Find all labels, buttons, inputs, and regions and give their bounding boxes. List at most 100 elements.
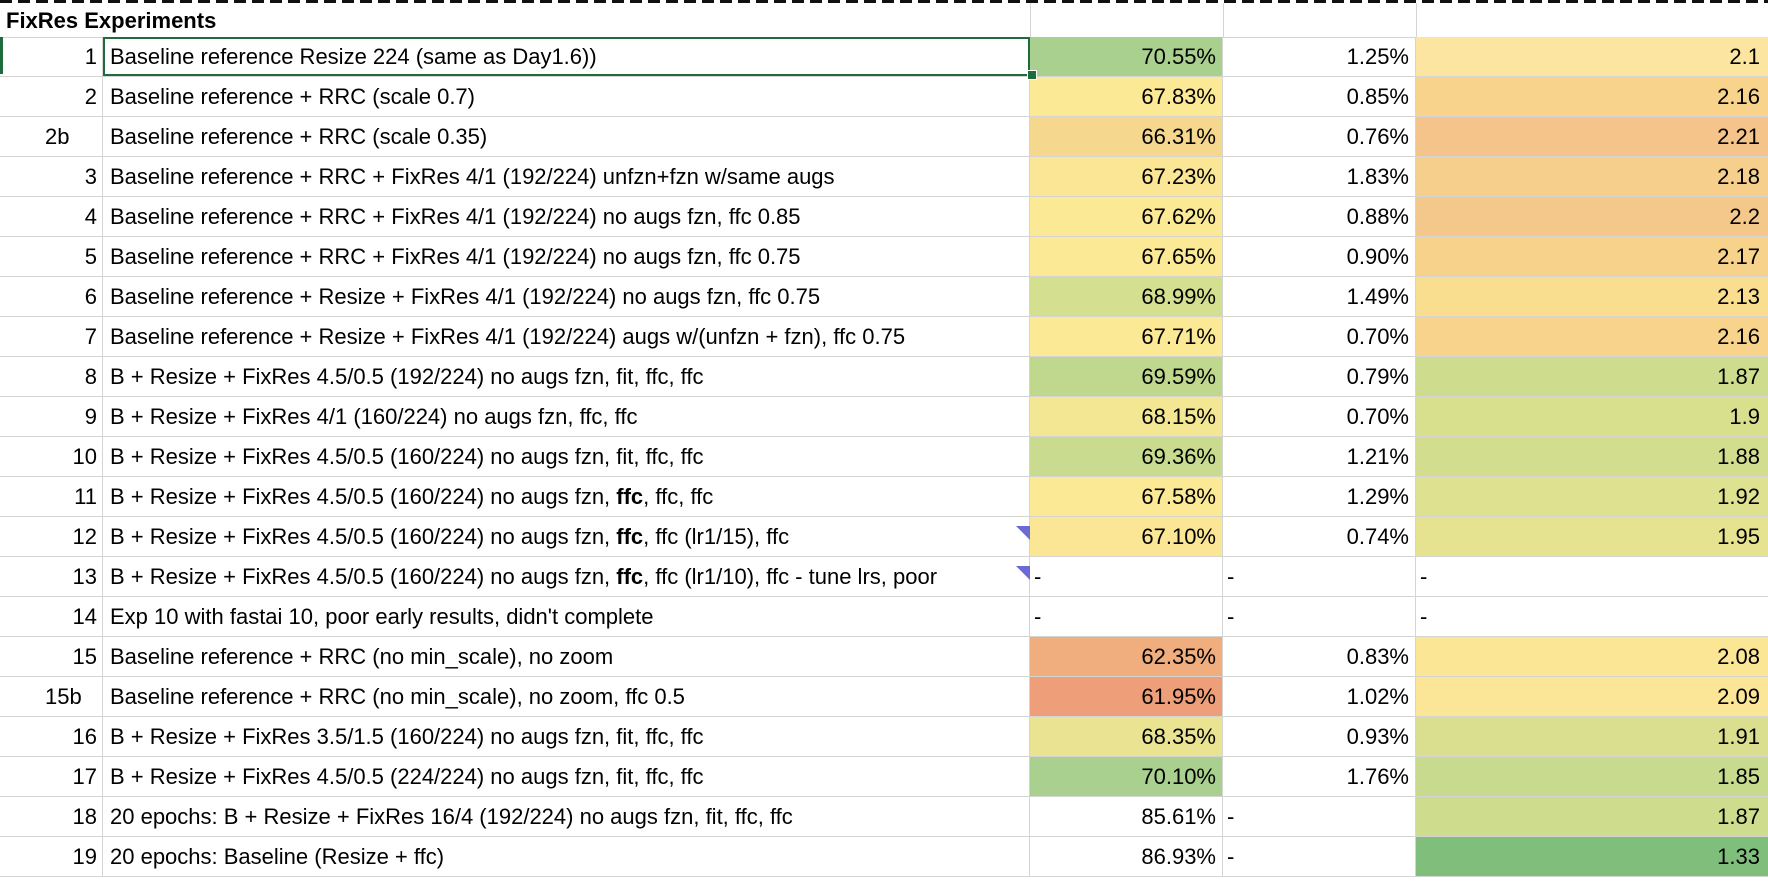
experiment-id-cell[interactable]: 2b	[0, 117, 103, 156]
loss-cell[interactable]: 1.87	[1416, 357, 1768, 396]
experiment-description-cell[interactable]: Baseline reference + RRC + FixRes 4/1 (1…	[103, 237, 1030, 276]
experiment-id-cell[interactable]: 15b	[0, 677, 103, 716]
experiment-id-cell[interactable]: 15	[0, 637, 103, 676]
experiment-id-cell[interactable]: 2	[0, 77, 103, 116]
std-cell[interactable]: -	[1223, 837, 1416, 876]
experiment-description-cell[interactable]: Baseline reference + Resize + FixRes 4/1…	[103, 277, 1030, 316]
experiment-id-cell[interactable]: 17	[0, 757, 103, 796]
experiment-description-cell[interactable]: B + Resize + FixRes 3.5/1.5 (160/224) no…	[103, 717, 1030, 756]
accuracy-cell[interactable]: 67.58%	[1030, 477, 1223, 516]
loss-cell[interactable]: 1.88	[1416, 437, 1768, 476]
experiment-id-cell[interactable]: 9	[0, 397, 103, 436]
accuracy-cell[interactable]: 61.95%	[1030, 677, 1223, 716]
loss-cell[interactable]: 2.16	[1416, 77, 1768, 116]
loss-cell[interactable]: 1.9	[1416, 397, 1768, 436]
experiment-description-cell[interactable]: B + Resize + FixRes 4.5/0.5 (160/224) no…	[103, 557, 1030, 596]
experiment-id-cell[interactable]: 10	[0, 437, 103, 476]
experiment-description-cell[interactable]: Baseline reference + RRC + FixRes 4/1 (1…	[103, 197, 1030, 236]
loss-cell[interactable]: 2.17	[1416, 237, 1768, 276]
loss-cell[interactable]: 1.95	[1416, 517, 1768, 556]
comment-indicator-icon[interactable]	[1016, 566, 1030, 580]
experiment-description-cell[interactable]: B + Resize + FixRes 4.5/0.5 (224/224) no…	[103, 757, 1030, 796]
experiment-id-cell[interactable]: 4	[0, 197, 103, 236]
accuracy-cell[interactable]: 67.71%	[1030, 317, 1223, 356]
experiment-description-cell[interactable]: Baseline reference + RRC (no min_scale),…	[103, 637, 1030, 676]
experiment-id-cell[interactable]: 8	[0, 357, 103, 396]
accuracy-cell[interactable]: 67.62%	[1030, 197, 1223, 236]
experiment-id-cell[interactable]: 12	[0, 517, 103, 556]
experiment-description-cell[interactable]: B + Resize + FixRes 4.5/0.5 (160/224) no…	[103, 437, 1030, 476]
experiment-description-cell[interactable]: 20 epochs: B + Resize + FixRes 16/4 (192…	[103, 797, 1030, 836]
accuracy-cell[interactable]: 69.59%	[1030, 357, 1223, 396]
experiment-id-cell[interactable]: 11	[0, 477, 103, 516]
std-cell[interactable]: 0.90%	[1223, 237, 1416, 276]
experiment-description-cell[interactable]: B + Resize + FixRes 4.5/0.5 (160/224) no…	[103, 517, 1030, 556]
std-cell[interactable]: 0.85%	[1223, 77, 1416, 116]
accuracy-cell[interactable]: 68.35%	[1030, 717, 1223, 756]
std-cell[interactable]: 0.88%	[1223, 197, 1416, 236]
loss-cell[interactable]: 2.09	[1416, 677, 1768, 716]
std-cell[interactable]: 0.83%	[1223, 637, 1416, 676]
std-cell[interactable]: 0.76%	[1223, 117, 1416, 156]
sheet-title[interactable]: FixRes Experiments	[6, 8, 217, 33]
std-cell[interactable]: 0.70%	[1223, 317, 1416, 356]
std-cell[interactable]: 1.83%	[1223, 157, 1416, 196]
experiment-description-cell[interactable]: Baseline reference Resize 224 (same as D…	[103, 37, 1030, 76]
accuracy-cell[interactable]: 86.93%	[1030, 837, 1223, 876]
accuracy-cell[interactable]: -	[1030, 597, 1223, 636]
loss-cell[interactable]: 2.13	[1416, 277, 1768, 316]
accuracy-cell[interactable]: 62.35%	[1030, 637, 1223, 676]
experiment-id-cell[interactable]: 14	[0, 597, 103, 636]
accuracy-cell[interactable]: 68.15%	[1030, 397, 1223, 436]
accuracy-cell[interactable]: 67.23%	[1030, 157, 1223, 196]
experiment-id-cell[interactable]: 18	[0, 797, 103, 836]
loss-cell[interactable]: 2.08	[1416, 637, 1768, 676]
experiment-id-cell[interactable]: 7	[0, 317, 103, 356]
experiment-description-cell[interactable]: Baseline reference + RRC (no min_scale),…	[103, 677, 1030, 716]
accuracy-cell[interactable]: 67.10%	[1030, 517, 1223, 556]
loss-cell[interactable]: 2.1	[1416, 37, 1768, 76]
std-cell[interactable]: 1.02%	[1223, 677, 1416, 716]
experiment-description-cell[interactable]: Baseline reference + RRC (scale 0.7)	[103, 77, 1030, 116]
accuracy-cell[interactable]: 70.55%	[1030, 37, 1223, 76]
std-cell[interactable]: 1.49%	[1223, 277, 1416, 316]
loss-cell[interactable]: 1.91	[1416, 717, 1768, 756]
accuracy-cell[interactable]: 69.36%	[1030, 437, 1223, 476]
experiment-id-cell[interactable]: 16	[0, 717, 103, 756]
accuracy-cell[interactable]: 85.61%	[1030, 797, 1223, 836]
experiment-id-cell[interactable]: 1	[0, 37, 103, 76]
experiment-description-cell[interactable]: 20 epochs: Baseline (Resize + ffc)	[103, 837, 1030, 876]
loss-cell[interactable]: 2.21	[1416, 117, 1768, 156]
loss-cell[interactable]: 1.92	[1416, 477, 1768, 516]
experiment-id-cell[interactable]: 6	[0, 277, 103, 316]
accuracy-cell[interactable]: 67.65%	[1030, 237, 1223, 276]
std-cell[interactable]: 0.93%	[1223, 717, 1416, 756]
std-cell[interactable]: -	[1223, 797, 1416, 836]
loss-cell[interactable]: 2.18	[1416, 157, 1768, 196]
loss-cell[interactable]: -	[1420, 604, 1428, 629]
experiment-description-cell[interactable]: Baseline reference + RRC + FixRes 4/1 (1…	[103, 157, 1030, 196]
std-cell[interactable]: -	[1223, 557, 1416, 596]
accuracy-cell[interactable]: 68.99%	[1030, 277, 1223, 316]
experiment-id-cell[interactable]: 13	[0, 557, 103, 596]
accuracy-cell[interactable]: -	[1030, 557, 1223, 596]
std-cell[interactable]: 1.21%	[1223, 437, 1416, 476]
std-cell[interactable]: 0.74%	[1223, 517, 1416, 556]
accuracy-cell[interactable]: 66.31%	[1030, 117, 1223, 156]
std-cell[interactable]: 0.70%	[1223, 397, 1416, 436]
accuracy-cell[interactable]: 67.83%	[1030, 77, 1223, 116]
fill-handle[interactable]	[1027, 70, 1037, 80]
std-cell[interactable]: 1.25%	[1223, 37, 1416, 76]
experiment-id-cell[interactable]: 5	[0, 237, 103, 276]
experiment-description-cell[interactable]: B + Resize + FixRes 4.5/0.5 (192/224) no…	[103, 357, 1030, 396]
experiment-id-cell[interactable]: 19	[0, 837, 103, 876]
experiment-description-cell[interactable]: B + Resize + FixRes 4/1 (160/224) no aug…	[103, 397, 1030, 436]
std-cell[interactable]: -	[1223, 597, 1416, 636]
loss-cell[interactable]: 1.85	[1416, 757, 1768, 796]
std-cell[interactable]: 1.29%	[1223, 477, 1416, 516]
std-cell[interactable]: 0.79%	[1223, 357, 1416, 396]
experiment-description-cell[interactable]: Exp 10 with fastai 10, poor early result…	[103, 597, 1030, 636]
loss-cell[interactable]: -	[1420, 564, 1428, 589]
loss-cell[interactable]: 2.16	[1416, 317, 1768, 356]
experiment-description-cell[interactable]: B + Resize + FixRes 4.5/0.5 (160/224) no…	[103, 477, 1030, 516]
